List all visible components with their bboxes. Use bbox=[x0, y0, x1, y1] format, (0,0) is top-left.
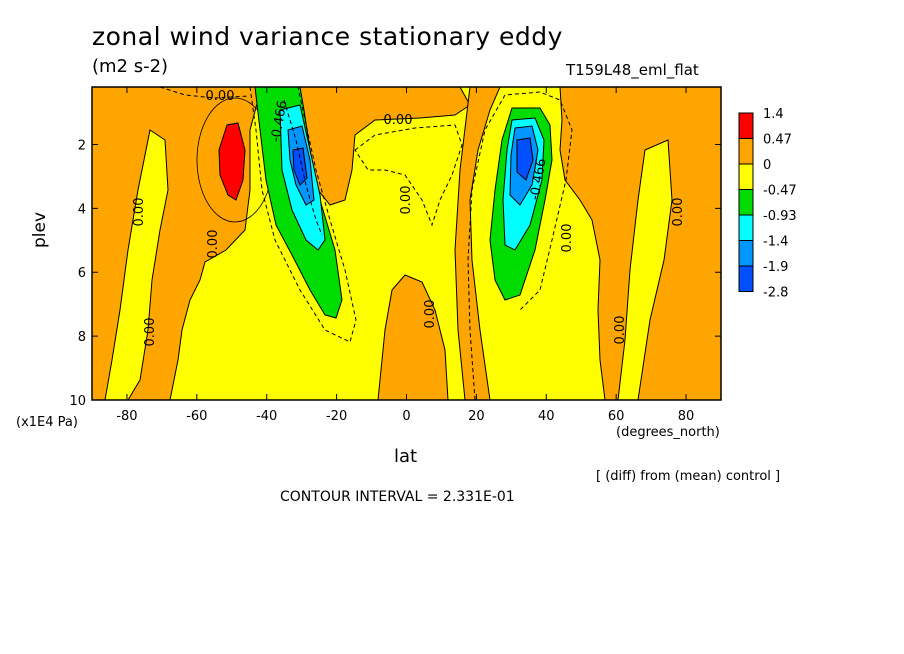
positive-region-equator bbox=[377, 274, 449, 400]
x-tick-label: 40 bbox=[538, 409, 555, 424]
dashed-contour-sh-outer bbox=[249, 87, 357, 343]
contour-label: 0.00 bbox=[143, 318, 158, 347]
colorbar-level-label: -0.93 bbox=[763, 209, 797, 224]
negative-region-nh-core bbox=[516, 137, 534, 181]
y-axis-unit: (x1E4 Pa) bbox=[16, 415, 78, 430]
positive-region-nh-lower bbox=[454, 87, 501, 400]
experiment-label: T159L48_eml_flat bbox=[566, 61, 699, 79]
y-tick-label: 8 bbox=[78, 330, 86, 345]
colorbar: 1.4 0.47 0 -0.47 -0.93 -1.4 -1.9 -2.8 bbox=[738, 107, 797, 301]
x-tick-label: 60 bbox=[608, 409, 625, 424]
x-tick-label: 20 bbox=[468, 409, 485, 424]
contour-label: 0.00 bbox=[671, 198, 686, 227]
colorbar-swatch bbox=[738, 112, 754, 139]
positive-region-west-gap bbox=[104, 129, 169, 400]
colorbar-swatch bbox=[738, 265, 754, 292]
colorbar-swatch bbox=[738, 214, 754, 241]
contour-label: 0.00 bbox=[423, 300, 438, 329]
colorbar-level-label: -1.9 bbox=[763, 260, 788, 275]
contour-label: 0.00 bbox=[560, 224, 575, 253]
contour-label: 0.00 bbox=[206, 89, 235, 104]
colorbar-level-label: -2.8 bbox=[763, 286, 788, 301]
contour-interval: CONTOUR INTERVAL = 2.331E-01 bbox=[280, 489, 515, 505]
colorbar-swatch bbox=[738, 189, 754, 216]
y-tick-label: 10 bbox=[69, 394, 86, 409]
x-tick-label: 80 bbox=[678, 409, 695, 424]
contour-label: 0.00 bbox=[399, 186, 414, 215]
x-tick-label: -60 bbox=[186, 409, 207, 424]
x-tick-label: -40 bbox=[256, 409, 277, 424]
dashed-contour-equator bbox=[354, 124, 463, 227]
contour-label: 0.00 bbox=[132, 198, 147, 227]
x-axis-label: lat bbox=[394, 446, 418, 467]
y-tick-label: 6 bbox=[78, 266, 86, 281]
dashed-contour-sh-inner bbox=[283, 99, 323, 236]
colorbar-level-label: 0 bbox=[763, 158, 771, 173]
colorbar-swatch bbox=[738, 240, 754, 267]
contour-label: 0.00 bbox=[613, 316, 628, 345]
y-axis-ticks: 2 4 6 8 10 bbox=[69, 138, 721, 409]
contour-label: 0.00 bbox=[206, 230, 221, 259]
x-tick-label: -80 bbox=[116, 409, 137, 424]
colorbar-swatch bbox=[738, 138, 754, 165]
chart-title: zonal wind variance stationary eddy bbox=[92, 22, 563, 51]
chart-units: (m2 s-2) bbox=[92, 56, 169, 77]
colorbar-swatch bbox=[738, 163, 754, 190]
x-axis-ticks: -80 -60 -40 -20 0 20 40 60 80 bbox=[116, 87, 694, 424]
dashed-contour-nh-outer bbox=[467, 91, 573, 400]
x-axis-unit: (degrees_north) bbox=[616, 425, 720, 440]
colorbar-level-label: -0.47 bbox=[763, 184, 797, 199]
y-tick-label: 4 bbox=[78, 202, 86, 217]
colorbar-level-label: 1.4 bbox=[763, 107, 784, 122]
x-tick-label: -20 bbox=[326, 409, 347, 424]
shaded-field bbox=[92, 87, 721, 400]
colorbar-level-label: -1.4 bbox=[763, 235, 788, 250]
colorbar-level-label: 0.47 bbox=[763, 133, 792, 148]
contour-labels: 0.00 0.00 0.00 0.00 0.00 0.00 0.00 0.00 0.00 0.00… bbox=[132, 89, 686, 346]
contour-label: -0.466 bbox=[528, 157, 550, 201]
contour-label: -0.466 bbox=[269, 99, 291, 143]
difference-note: [ (diff) from (mean) control ] bbox=[596, 469, 781, 484]
x-tick-label: 0 bbox=[402, 409, 410, 424]
y-tick-label: 2 bbox=[78, 138, 86, 153]
maximum-red-core bbox=[218, 122, 246, 201]
contour-label: 0.00 bbox=[384, 113, 413, 128]
positive-region-east-gap bbox=[617, 139, 673, 400]
dashed-contour-top bbox=[159, 87, 249, 99]
